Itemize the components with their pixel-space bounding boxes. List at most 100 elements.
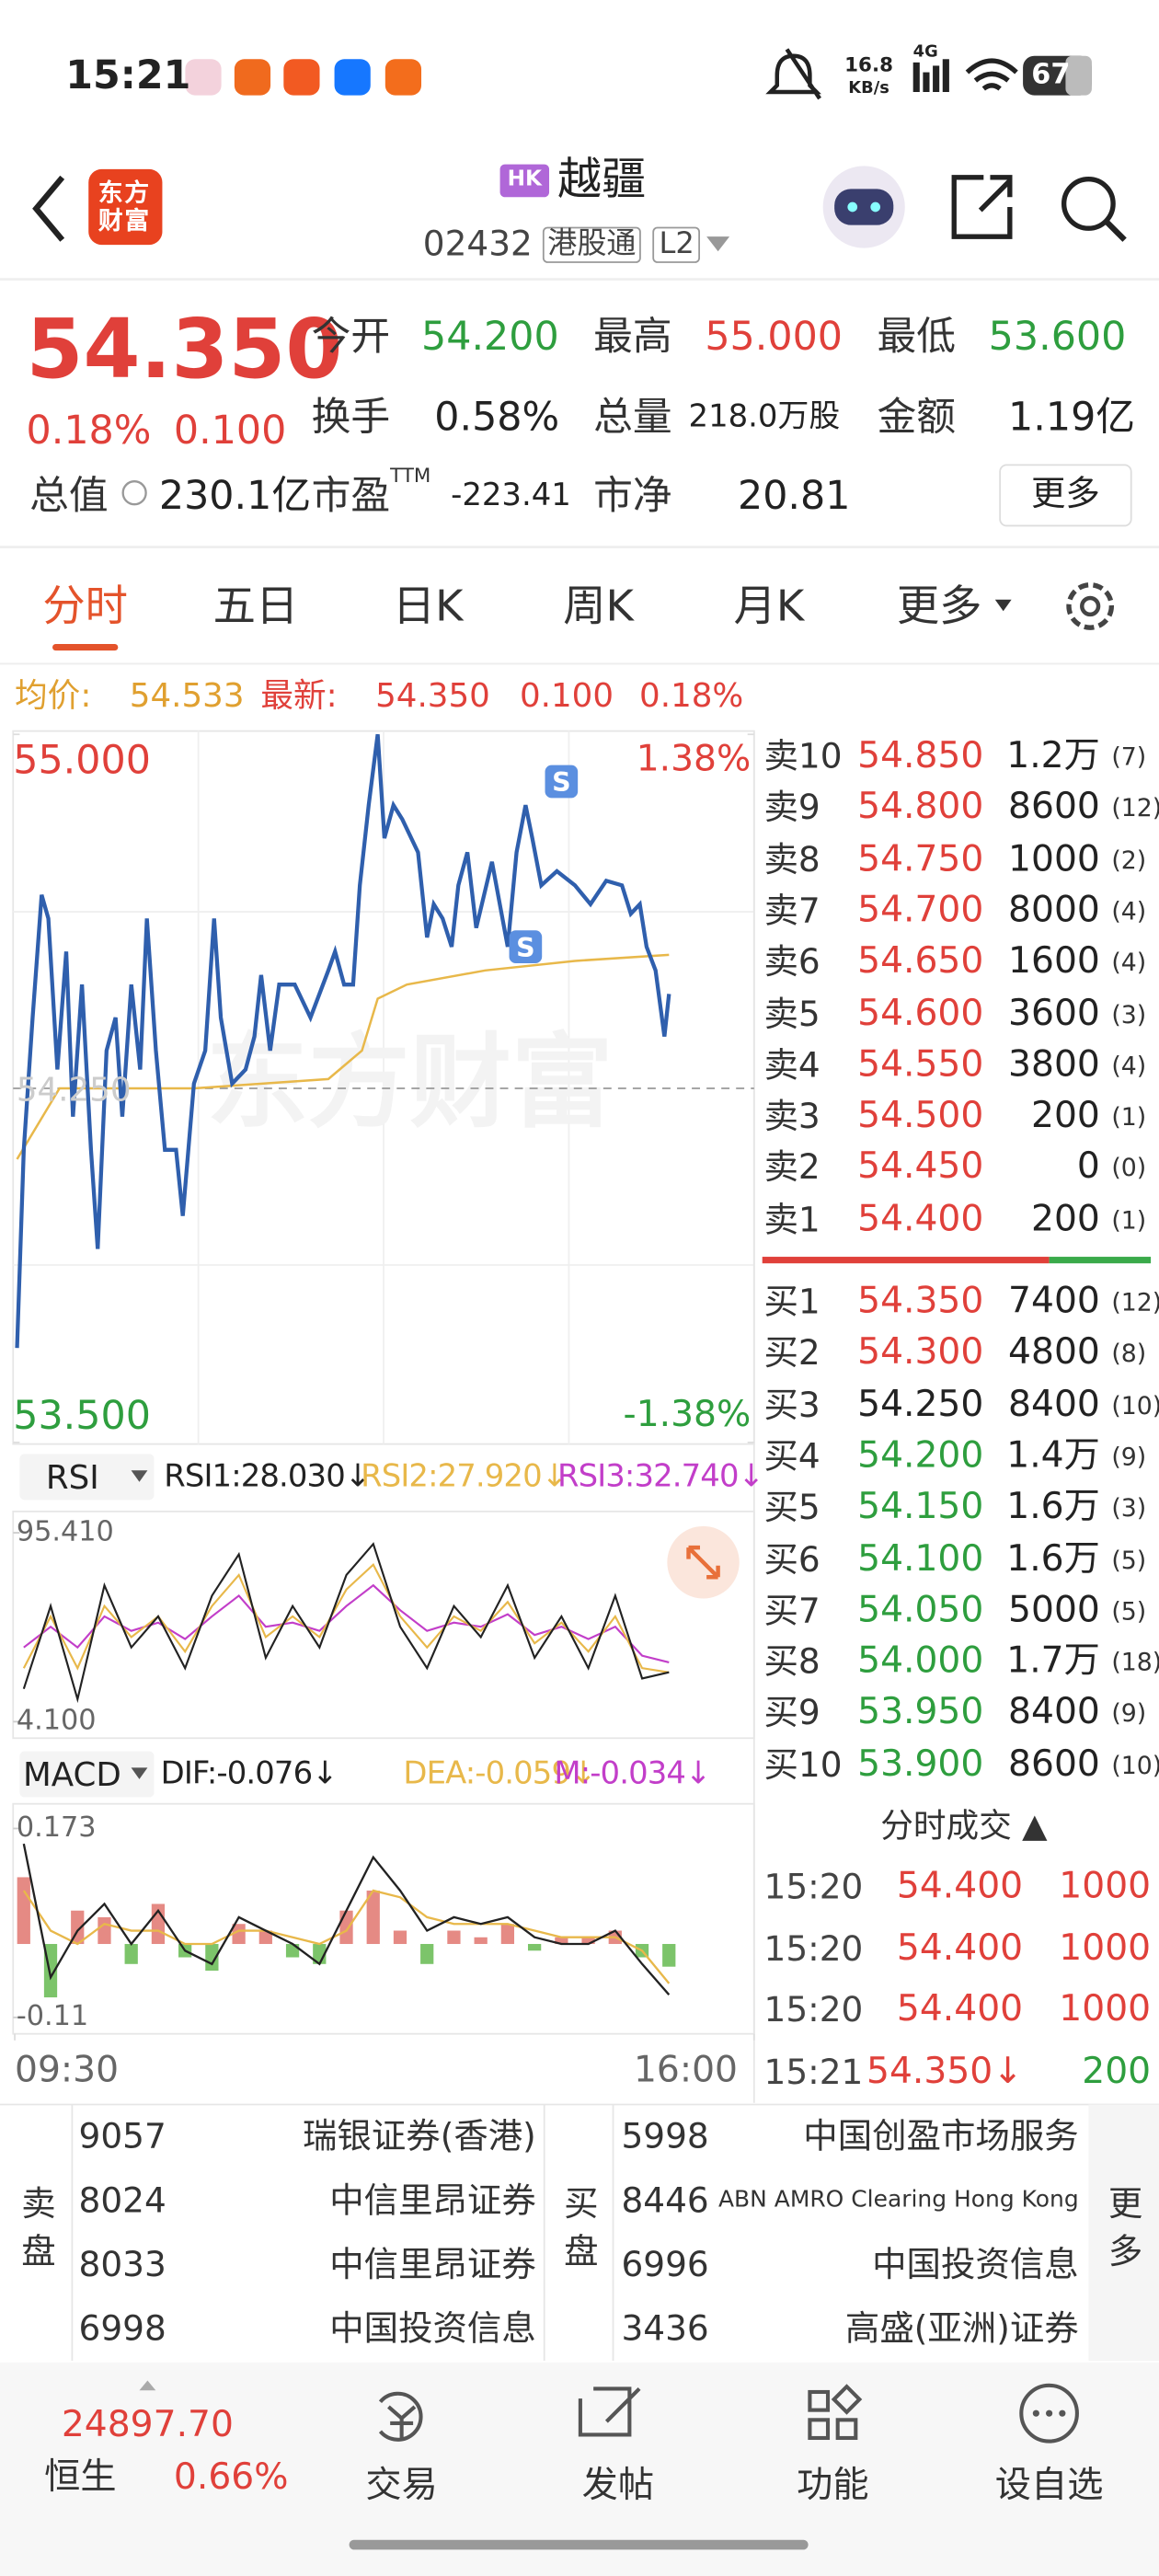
- trades-title[interactable]: 分时成交 ▲: [880, 1805, 1048, 1846]
- trade-volume: 200: [1082, 2052, 1152, 2093]
- app-icon: [234, 59, 271, 96]
- broker-more[interactable]: 更多: [1104, 2184, 1144, 2281]
- indicator-readout: DIF:-0.076↓: [160, 1755, 339, 1792]
- trade-price: 54.400: [896, 1927, 1024, 1970]
- last-label: 最新:: [260, 674, 338, 715]
- stat-value: -223.41: [451, 477, 571, 514]
- tab[interactable]: 周K: [563, 582, 634, 632]
- book-count: (12): [1111, 1287, 1159, 1317]
- broker-name: 中国投资信息: [872, 2245, 1079, 2284]
- broker-name: 中国创盈市场服务: [803, 2116, 1079, 2156]
- y-tick-label: 54.250: [16, 1068, 132, 1109]
- macd-bar: [420, 1944, 434, 1964]
- stat-label: 总值: [29, 472, 109, 519]
- stat-label: 换手: [311, 394, 391, 441]
- more-button[interactable]: [999, 464, 1132, 527]
- broker-name: 瑞银证券(香港): [303, 2116, 536, 2156]
- tab[interactable]: 五日: [212, 582, 299, 632]
- back-icon[interactable]: [32, 175, 65, 242]
- book-label: 卖1: [763, 1199, 820, 1239]
- func-icon: [835, 2418, 858, 2441]
- tab[interactable]: 更多: [896, 582, 982, 632]
- price-line: [15, 733, 671, 1349]
- macd-dea: [22, 1889, 671, 1984]
- book-price: 54.000: [857, 1640, 984, 1683]
- rsi-line: [22, 1562, 670, 1673]
- connect-tag: 港股通: [542, 226, 641, 263]
- book-label: 买8: [763, 1641, 820, 1682]
- macd-bar: [124, 1944, 138, 1964]
- search-icon[interactable]: [1061, 176, 1116, 231]
- settings-icon[interactable]: [1066, 582, 1115, 630]
- dropdown-icon: [994, 599, 1012, 612]
- nav-item[interactable]: 交易: [365, 2466, 438, 2507]
- indicator-selector[interactable]: MACD: [22, 1754, 121, 1794]
- post-icon: [578, 2386, 641, 2437]
- book-price: 53.900: [857, 1743, 984, 1786]
- stat-label: 市净: [593, 472, 672, 519]
- book-volume: 8600: [1008, 787, 1100, 829]
- trade-volume: 1000: [1059, 1927, 1152, 1970]
- tab[interactable]: 日K: [392, 582, 464, 632]
- book-volume: 200: [1031, 1198, 1100, 1240]
- book-count: (10): [1111, 1750, 1159, 1780]
- selector-bg[interactable]: [19, 1454, 155, 1501]
- y-tick-label: 53.500: [13, 1392, 151, 1439]
- broker-name: 中信里昂证券: [329, 2180, 536, 2221]
- macd-bar: [258, 1930, 272, 1945]
- app-icon: [334, 59, 371, 96]
- trade-price: 54.350↓: [866, 2052, 1024, 2093]
- tab[interactable]: 分时: [42, 582, 129, 632]
- stat-label: 市盈: [311, 472, 391, 519]
- signal-marker: [545, 765, 579, 799]
- trade-time: 15:20: [763, 1928, 864, 1969]
- broker-id: 6998: [78, 2308, 166, 2349]
- book-volume: 1600: [1008, 941, 1100, 983]
- stat-value: 20.81: [737, 472, 851, 519]
- info-icon[interactable]: [121, 480, 147, 506]
- pct-tick-label: -1.38%: [623, 1394, 752, 1436]
- last-change-pct: 0.18%: [639, 674, 744, 715]
- macd-bar: [285, 1944, 300, 1958]
- signal-label: S: [552, 767, 571, 798]
- book-count: (1): [1111, 1204, 1147, 1235]
- pct-tick-label: 1.38%: [636, 739, 752, 781]
- watch-icon: [1019, 2383, 1079, 2444]
- book-count: (1): [1111, 1101, 1147, 1133]
- book-label: 卖2: [763, 1147, 820, 1188]
- book-label: 卖10: [763, 736, 843, 776]
- broker-id: 3436: [621, 2308, 709, 2349]
- nav-item[interactable]: 发帖: [581, 2466, 655, 2507]
- rsi-line: [22, 1542, 670, 1704]
- broker-name: 中国投资信息: [329, 2308, 536, 2349]
- broker-id: 8024: [78, 2180, 166, 2221]
- broker-id: 5998: [621, 2116, 709, 2156]
- indicator-selector[interactable]: RSI: [45, 1456, 99, 1497]
- nav-item[interactable]: 设自选: [994, 2466, 1104, 2507]
- book-count: (8): [1111, 1339, 1147, 1369]
- dropdown-icon[interactable]: [706, 236, 730, 252]
- book-count: (4): [1111, 896, 1147, 926]
- nav-item[interactable]: 功能: [797, 2466, 869, 2507]
- logo-box[interactable]: [88, 168, 163, 246]
- book-volume: 8600: [1008, 1743, 1100, 1786]
- macd-bar: [662, 1944, 676, 1967]
- trade-icon: [378, 2391, 423, 2442]
- book-price: 54.800: [857, 787, 984, 829]
- y-tick-label: 55.000: [13, 737, 151, 784]
- logo-text[interactable]: 东方财富: [98, 178, 151, 236]
- signal-marker: [509, 930, 543, 963]
- trade-time: 15:20: [763, 1867, 864, 1907]
- selector-bg[interactable]: [19, 1751, 155, 1798]
- more-column[interactable]: [1088, 2104, 1159, 2362]
- book-volume: 3800: [1008, 1044, 1100, 1086]
- stat-value: 1.19亿: [1008, 394, 1136, 441]
- share-icon[interactable]: [951, 175, 1013, 239]
- tab[interactable]: 月K: [733, 582, 805, 632]
- book-count: (2): [1111, 845, 1147, 875]
- broker-name: 中信里昂证券: [329, 2245, 536, 2284]
- book-count: (4): [1111, 948, 1147, 978]
- more-button-label[interactable]: 更多: [1031, 474, 1100, 513]
